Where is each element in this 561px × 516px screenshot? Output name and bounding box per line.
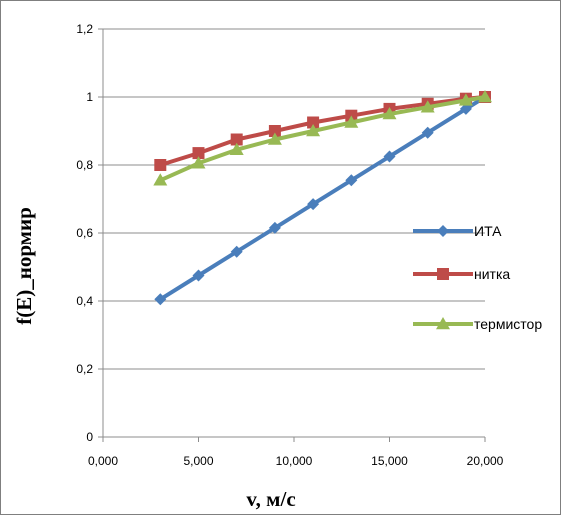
data-point [307, 198, 320, 211]
data-point [459, 102, 472, 115]
legend: ИТА нитка термистор [413, 223, 542, 332]
data-point [382, 107, 397, 120]
data-point [268, 125, 281, 137]
x-tick-label: 0,000 [88, 454, 118, 468]
y-tick-label: 0,4 [76, 294, 93, 308]
data-point [154, 293, 167, 306]
series-line [159, 95, 486, 183]
data-point [420, 100, 435, 113]
y-tick-label: 1,2 [76, 22, 93, 36]
data-point [154, 159, 167, 171]
data-point [230, 133, 243, 146]
y-axis-title: f(E)_нормир [12, 207, 36, 325]
data-point [192, 147, 205, 160]
x-tick-labels: 0,000 5,000 10,000 15,000 20,000 [88, 454, 504, 468]
legend-label: ИТА [474, 223, 502, 239]
series-3 [153, 90, 492, 186]
data-point [229, 142, 244, 155]
x-tick-label: 5,000 [183, 454, 213, 468]
data-point [267, 132, 282, 145]
data-point [268, 221, 281, 234]
legend-label: термистор [474, 316, 542, 332]
y-tick-label: 0 [86, 430, 93, 444]
legend-swatch-marker [437, 268, 449, 280]
axes [98, 28, 486, 442]
y-tick-labels: 0 0,2 0,4 0,6 0,8 1 1,2 [76, 22, 93, 444]
legend-swatch-marker [437, 225, 449, 237]
data-point [192, 269, 205, 282]
y-tick-label: 1 [86, 90, 93, 104]
y-tick-label: 0,2 [76, 362, 93, 376]
data-point [478, 90, 492, 103]
x-tick-label: 20,000 [467, 454, 504, 468]
data-point [458, 93, 473, 106]
x-tick-label: 15,000 [371, 454, 408, 468]
x-tick-label: 10,000 [276, 454, 313, 468]
legend-swatch-marker [436, 317, 450, 330]
data-point [345, 174, 358, 187]
data-point [153, 173, 168, 186]
data-point [344, 115, 359, 128]
data-point [306, 124, 321, 137]
legend-label: нитка [474, 266, 510, 282]
data-point [307, 116, 320, 129]
data-point [191, 156, 206, 169]
data-point [383, 150, 396, 163]
data-series [153, 90, 492, 306]
data-point [421, 126, 434, 139]
legend-entry: термистор [413, 316, 542, 332]
y-tick-label: 0,8 [76, 158, 93, 172]
x-axis-title: v, м/с [246, 487, 295, 511]
data-point [230, 245, 243, 258]
y-tick-label: 0,6 [76, 226, 93, 240]
series-line [159, 95, 486, 167]
legend-entry: ИТА [413, 223, 502, 239]
legend-entry: нитка [413, 266, 510, 282]
series-line [159, 95, 487, 301]
